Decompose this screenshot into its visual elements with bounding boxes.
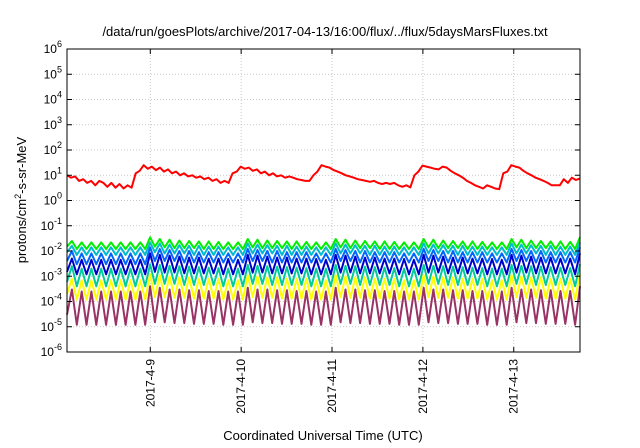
series-group [66, 164, 581, 326]
y-tick-label-exponent: 2 [57, 140, 62, 150]
series-line-8 [66, 285, 581, 326]
series-line-2 [66, 236, 581, 250]
x-tick-label: 2017-4-9 [143, 359, 157, 407]
y-tick-label-base: 10 [41, 219, 55, 233]
y-tick-label: 10-1 [41, 216, 62, 233]
y-tick-label-base: 10 [44, 194, 58, 208]
y-tick-label: 10-6 [41, 342, 62, 359]
x-axis-ticks: 2017-4-9 2017-4-10 2017-4-11 2017-4-12 2017-… [143, 49, 521, 414]
y-tick-label: 10-5 [41, 317, 62, 334]
y-tick-label-base: 10 [44, 118, 58, 132]
series-line-1 [66, 164, 581, 191]
y-tick-label: 10-3 [41, 266, 62, 283]
x-tick-label: 2017-4-13 [507, 359, 521, 414]
y-tick-label-exponent: 3 [57, 115, 62, 125]
y-tick-label: 104 [44, 90, 62, 107]
series-line-4 [66, 246, 581, 266]
y-tick-label: 105 [44, 64, 62, 81]
series-line-3 [66, 241, 581, 256]
y-tick-label: 103 [44, 115, 62, 132]
y-axis-label-part2: -s-sr-MeV [14, 136, 29, 193]
y-tick-label-base: 10 [44, 143, 58, 157]
series-line-5 [66, 252, 581, 276]
x-tick-label: 2017-4-11 [325, 359, 339, 413]
y-tick-label-base: 10 [41, 295, 55, 309]
y-tick-label: 106 [44, 39, 62, 56]
y-tick-label-exponent: -1 [54, 216, 62, 226]
y-tick-label-base: 10 [44, 93, 58, 107]
y-axis-label-superscript: 2 [13, 194, 23, 199]
y-axis-label: protons/cm2-s-sr-MeV [13, 136, 29, 263]
chart-title: /data/run/goesPlots/archive/2017-04-13/1… [102, 24, 548, 39]
y-axis-ticks: 10-610-510-410-310-210-11001011021031041… [41, 39, 580, 359]
y-tick-label-exponent: 1 [57, 165, 62, 175]
y-tick-label-exponent: 5 [57, 64, 62, 74]
y-tick-label-exponent: -3 [54, 266, 62, 276]
y-tick-label-base: 10 [44, 67, 58, 81]
y-tick-label: 100 [44, 191, 62, 208]
y-tick-label-exponent: -4 [54, 292, 62, 302]
y-tick-label: 101 [44, 165, 62, 182]
y-tick-label-exponent: -2 [54, 241, 62, 251]
y-tick-label-exponent: -5 [54, 317, 62, 327]
y-tick-label-base: 10 [41, 320, 55, 334]
x-tick-label: 2017-4-10 [234, 359, 248, 414]
y-tick-label-base: 10 [41, 345, 55, 359]
series-line-6 [66, 263, 581, 288]
y-tick-label: 102 [44, 140, 62, 157]
y-tick-label: 10-2 [41, 241, 62, 258]
y-tick-label-base: 10 [41, 244, 55, 258]
y-tick-label-exponent: 6 [57, 39, 62, 49]
y-axis-label-part1: protons/cm [14, 199, 29, 263]
series-line-7 [66, 273, 581, 301]
y-tick-label-base: 10 [44, 42, 58, 56]
y-tick-label-base: 10 [41, 269, 55, 283]
x-axis-label: Coordinated Universal Time (UTC) [223, 428, 422, 443]
x-tick-label: 2017-4-12 [416, 359, 430, 414]
y-tick-label: 10-4 [41, 292, 62, 309]
y-tick-label-base: 10 [44, 168, 58, 182]
y-tick-label-exponent: 0 [57, 191, 62, 201]
y-tick-label-exponent: -6 [54, 342, 62, 352]
y-tick-label-exponent: 4 [57, 90, 62, 100]
